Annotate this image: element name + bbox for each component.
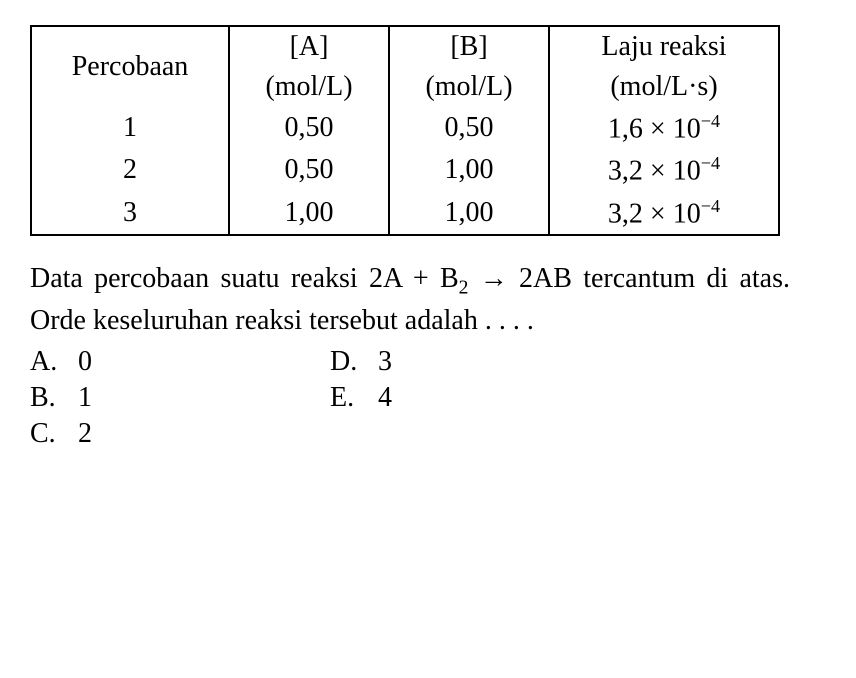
option-a: A. 0 <box>30 346 330 378</box>
option-letter: B. <box>30 382 78 414</box>
cell-rate: 3,2 × 10−4 <box>549 192 779 235</box>
option-text: 2 <box>78 418 92 450</box>
cell-trial: 2 <box>31 149 229 191</box>
rate-coef: 3,2 <box>608 156 643 187</box>
col-header-rate-1: Laju reaksi <box>549 26 779 67</box>
option-letter: E. <box>330 382 378 414</box>
table-header-row-1: Percobaan [A] [B] Laju reaksi <box>31 26 779 67</box>
q-line1-b: → 2AB <box>468 263 571 294</box>
col-header-a-1: [A] <box>229 26 389 67</box>
col-header-b-2: (mol/L) <box>389 67 549 107</box>
q-sub: 2 <box>459 278 469 299</box>
option-text: 4 <box>378 382 392 414</box>
cell-a: 1,00 <box>229 192 389 235</box>
option-text: 0 <box>78 346 92 378</box>
q-line3: tersebut adalah . . . . <box>309 305 534 336</box>
col-header-rate-2: (mol/L·s) <box>549 67 779 107</box>
data-table: Percobaan [A] [B] Laju reaksi (mol/L) (m… <box>30 25 780 236</box>
table-row: 1 0,50 0,50 1,6 × 10−4 <box>31 107 779 149</box>
cell-a: 0,50 <box>229 149 389 191</box>
option-b: B. 1 <box>30 382 330 414</box>
col-header-trial: Percobaan <box>31 26 229 107</box>
rate-exp: −4 <box>701 153 720 173</box>
table-row: 2 0,50 1,00 3,2 × 10−4 <box>31 149 779 191</box>
rate-coef: 3,2 <box>608 198 643 229</box>
option-e: E. 4 <box>330 382 630 414</box>
cell-b: 1,00 <box>389 192 549 235</box>
cell-trial: 1 <box>31 107 229 149</box>
option-letter: C. <box>30 418 78 450</box>
option-letter: D. <box>330 346 378 378</box>
q-line1-a: Data percobaan suatu reaksi 2A + B <box>30 263 459 294</box>
option-c: C. 2 <box>30 418 330 450</box>
cell-a: 0,50 <box>229 107 389 149</box>
question-text: Data percobaan suatu reaksi 2A + B2 → 2A… <box>30 260 790 340</box>
rate-exp: −4 <box>701 111 720 131</box>
rate-coef: 1,6 <box>608 113 643 144</box>
option-d: D. 3 <box>330 346 630 378</box>
cell-trial: 3 <box>31 192 229 235</box>
cell-rate: 3,2 × 10−4 <box>549 149 779 191</box>
rate-exp: −4 <box>701 196 720 216</box>
cell-b: 0,50 <box>389 107 549 149</box>
cell-rate: 1,6 × 10−4 <box>549 107 779 149</box>
col-header-b-1: [B] <box>389 26 549 67</box>
option-text: 1 <box>78 382 92 414</box>
table-row: 3 1,00 1,00 3,2 × 10−4 <box>31 192 779 235</box>
options-grid: A. 0 D. 3 B. 1 E. 4 C. 2 <box>30 346 826 450</box>
cell-b: 1,00 <box>389 149 549 191</box>
option-text: 3 <box>378 346 392 378</box>
col-header-a-2: (mol/L) <box>229 67 389 107</box>
option-letter: A. <box>30 346 78 378</box>
